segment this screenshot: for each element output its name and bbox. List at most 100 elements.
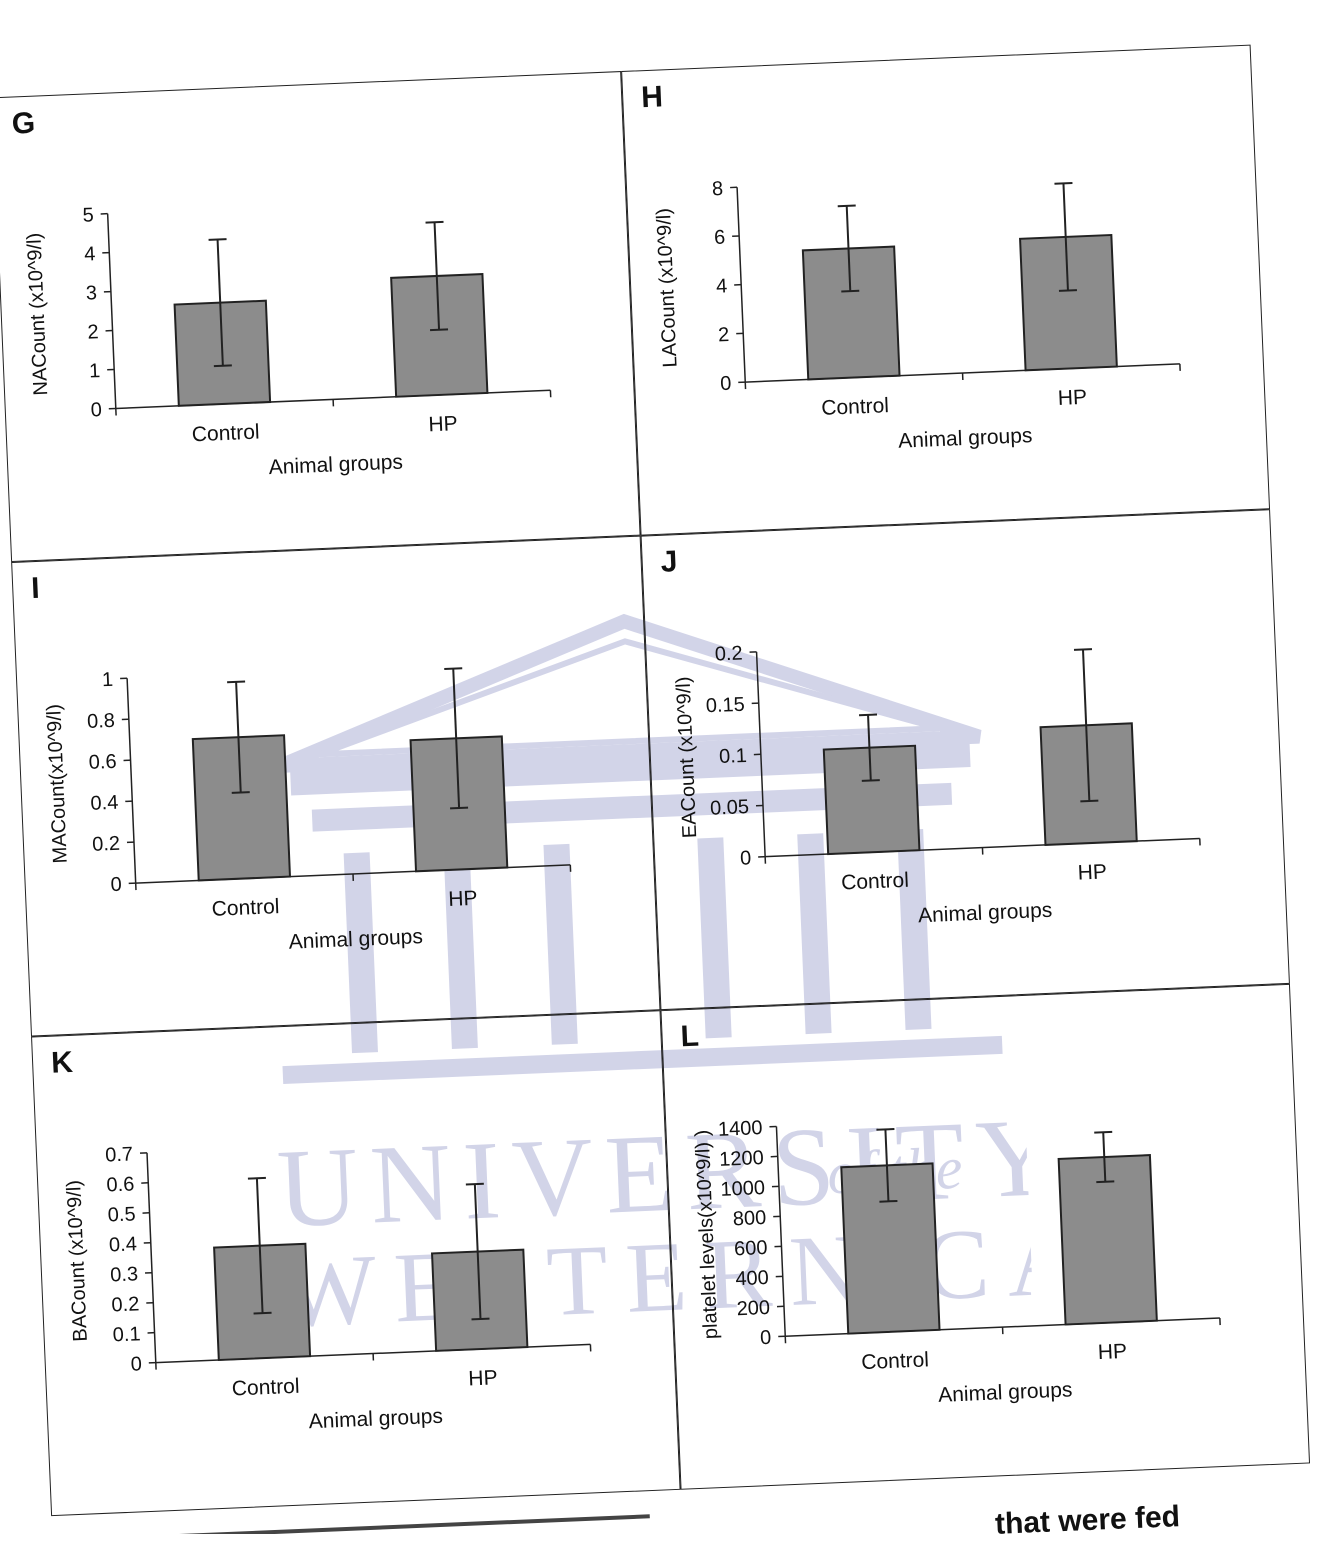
bar-control (841, 1163, 939, 1333)
error-cap-bottom (430, 329, 448, 330)
y-tick-label: 0.2 (714, 642, 743, 665)
error-cap-top (1054, 183, 1072, 184)
x-tick-label: HP (448, 887, 478, 911)
error-cap-top (859, 715, 877, 716)
bar-control (824, 746, 920, 854)
y-tick-label: 5 (82, 204, 94, 226)
y-tick-label: 0.4 (90, 792, 119, 815)
x-tick-label: HP (1077, 860, 1107, 884)
y-tick-label: 0 (720, 373, 732, 395)
x-tick-label: Control (231, 1375, 300, 1401)
x-tick-label: Control (821, 394, 890, 420)
y-tick-label: 0.3 (110, 1263, 139, 1286)
caption-rule (90, 1514, 650, 1534)
error-cap-top (248, 1178, 266, 1179)
y-tick-label: 600 (734, 1237, 768, 1260)
y-tick-label: 4 (84, 243, 96, 265)
error-cap-top (1094, 1132, 1112, 1133)
error-cap-top (838, 205, 856, 206)
x-tick-label: HP (1097, 1340, 1127, 1364)
error-cap-bottom (232, 792, 250, 793)
y-axis-line (147, 1153, 156, 1363)
y-axis-title: NACount (x10^9/l) (23, 232, 52, 396)
y-axis-line (776, 1126, 785, 1336)
y-axis-title: platelet levels(x10^9/l) ) (692, 1129, 723, 1339)
x-tick-label: Control (211, 895, 280, 921)
y-tick-label: 0 (90, 399, 102, 421)
error-cap-top (209, 239, 227, 240)
y-tick-label: 0.2 (92, 833, 121, 856)
y-axis-line (108, 214, 116, 409)
x-tick-label: HP (468, 1366, 498, 1390)
bar-hp (1059, 1155, 1157, 1324)
caption-text: that were fed (994, 1500, 1180, 1534)
y-tick-label: 4 (716, 275, 728, 297)
error-cap-bottom (1096, 1181, 1114, 1182)
y-tick-label: 2 (718, 324, 730, 346)
error-cap-bottom (472, 1319, 490, 1320)
x-tick-label: HP (428, 412, 458, 436)
error-cap-bottom (879, 1201, 897, 1202)
error-cap-top (444, 668, 462, 669)
x-axis-title: Animal groups (308, 1405, 443, 1434)
y-tick-label: 0 (130, 1353, 142, 1375)
y-tick-label: 1 (102, 669, 114, 691)
error-cap-top (466, 1184, 484, 1185)
x-tick-label: Control (861, 1348, 930, 1374)
error-cap-bottom (450, 808, 468, 809)
y-tick-label: 0.4 (109, 1233, 138, 1256)
x-tick-label: Control (191, 420, 260, 446)
error-cap-bottom (841, 291, 859, 292)
x-axis-title: Animal groups (268, 451, 403, 480)
figure-caption: that were fed (60, 1490, 1320, 1534)
y-axis-title: LACount (x10^9/l) (653, 208, 682, 368)
y-tick-label: 0 (110, 874, 122, 896)
y-tick-label: 8 (712, 178, 724, 200)
y-tick-label: 1 (89, 360, 101, 382)
x-tick-label: HP (1057, 386, 1087, 410)
y-tick-label: 0.1 (719, 745, 748, 768)
error-cap-bottom (1080, 801, 1098, 802)
y-tick-label: 0.5 (107, 1203, 136, 1226)
y-tick-label: 1200 (719, 1147, 764, 1171)
error-cap-bottom (1059, 290, 1077, 291)
error-cap-top (227, 682, 245, 683)
bar-hp (391, 274, 487, 397)
bar-control (803, 247, 900, 380)
x-tick-label: Control (841, 869, 910, 895)
y-axis-title: BACount (x10^9/l) (63, 1180, 92, 1342)
y-axis-line (127, 678, 136, 883)
y-tick-label: 3 (85, 282, 97, 304)
x-axis-title: Animal groups (918, 899, 1053, 928)
y-tick-label: 0 (740, 847, 752, 869)
y-tick-label: 0 (760, 1327, 772, 1349)
y-tick-label: 200 (736, 1297, 770, 1320)
y-tick-label: 0.2 (111, 1293, 140, 1316)
x-axis-title: Animal groups (288, 925, 423, 954)
y-tick-label: 800 (732, 1207, 766, 1230)
x-axis-title: Animal groups (898, 424, 1033, 453)
error-cap-top (426, 222, 444, 223)
y-tick-label: 6 (714, 227, 726, 249)
y-tick-label: 1400 (718, 1117, 763, 1141)
chart-h: 0 2 4 6 8 Control HP Animal groups LACount (x10^… (622, 46, 1271, 537)
error-cap-top (876, 1129, 894, 1130)
error-cap-bottom (862, 780, 880, 781)
y-tick-label: 2 (87, 321, 99, 343)
y-tick-label: 0.7 (105, 1143, 134, 1166)
error-cap-top (1074, 649, 1092, 650)
chart-g: 0 1 2 3 4 5 Control HP Animal groups NACount (x10… (0, 72, 642, 563)
y-tick-label: 0.1 (112, 1323, 141, 1346)
y-tick-label: 0.6 (88, 751, 117, 774)
y-tick-label: 0.8 (87, 710, 116, 733)
